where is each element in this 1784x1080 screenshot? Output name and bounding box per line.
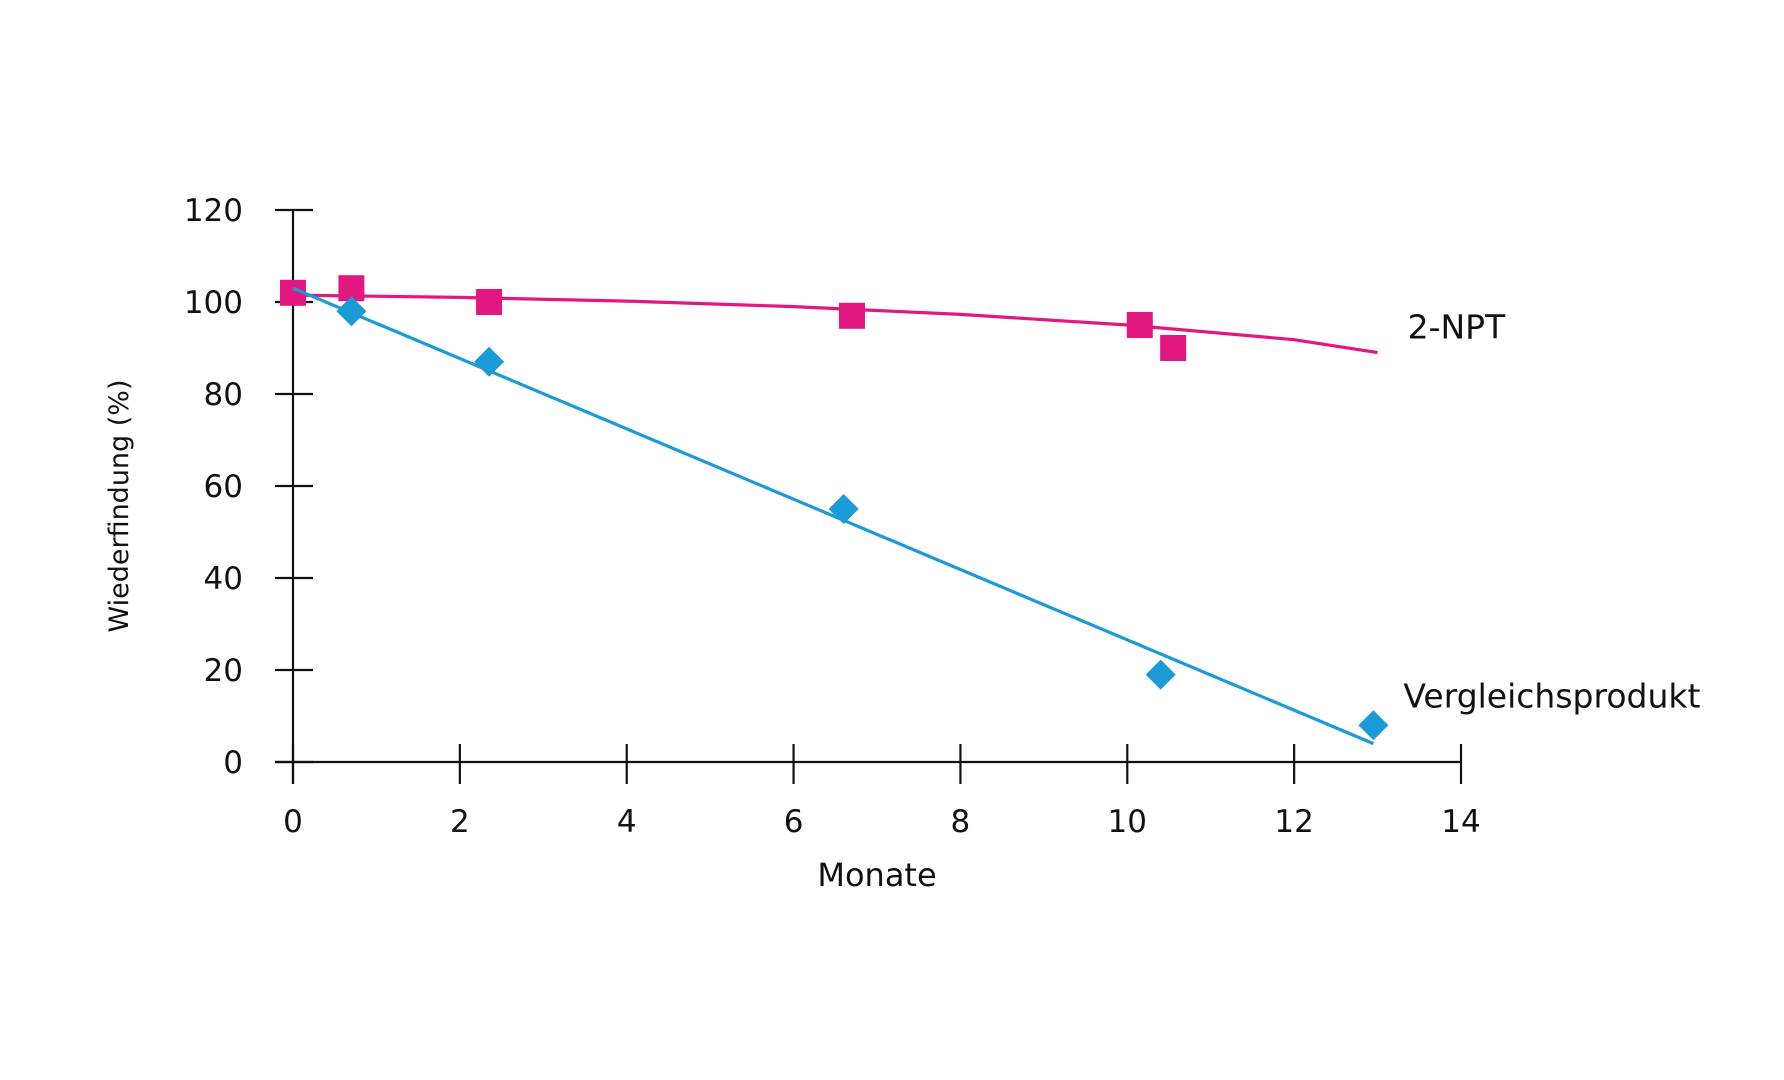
y-tick-label: 60 bbox=[204, 469, 243, 505]
data-point-diamond bbox=[1358, 710, 1389, 741]
x-tick-label: 6 bbox=[784, 804, 804, 840]
series-layer: 2-NPT Vergleichsprodukt bbox=[280, 275, 1700, 746]
x-tick-label: 2 bbox=[450, 804, 470, 840]
y-tick-label: 120 bbox=[184, 193, 243, 229]
data-point-square bbox=[1160, 335, 1187, 361]
data-point-diamond bbox=[474, 346, 505, 377]
x-tick-label: 8 bbox=[951, 804, 971, 840]
x-tick-label: 10 bbox=[1108, 804, 1147, 840]
x-tick-label: 12 bbox=[1274, 804, 1313, 840]
data-point-diamond bbox=[336, 296, 367, 327]
x-axis-label: Monate bbox=[817, 856, 936, 894]
series-label: Vergleichsprodukt bbox=[1403, 677, 1700, 716]
y-tick-label: 0 bbox=[223, 745, 243, 781]
data-point-diamond bbox=[828, 494, 859, 524]
y-tick-label: 20 bbox=[204, 653, 243, 689]
y-tick-label: 100 bbox=[184, 285, 243, 321]
y-tick-label: 40 bbox=[204, 561, 243, 597]
series-label: 2-NPT bbox=[1408, 308, 1506, 347]
series-1: Vergleichsprodukt bbox=[292, 286, 1700, 746]
data-point-diamond bbox=[1145, 659, 1176, 690]
data-point-square bbox=[838, 302, 865, 329]
trend-line bbox=[292, 293, 1378, 355]
data-point-square bbox=[476, 289, 503, 315]
axes: 0 20 40 60 80 100 120 0 2 4 6 8 10 12 14 bbox=[184, 193, 1481, 840]
x-tick-label: 0 bbox=[283, 804, 303, 840]
series-0: 2-NPT bbox=[280, 275, 1506, 361]
x-tick-label: 14 bbox=[1441, 804, 1480, 840]
y-tick-label: 80 bbox=[204, 377, 243, 413]
data-point-square bbox=[1126, 312, 1153, 338]
x-tick-label: 4 bbox=[617, 804, 637, 840]
trend-line bbox=[292, 286, 1375, 746]
y-axis-label: Wiederfindung (%) bbox=[104, 380, 135, 633]
